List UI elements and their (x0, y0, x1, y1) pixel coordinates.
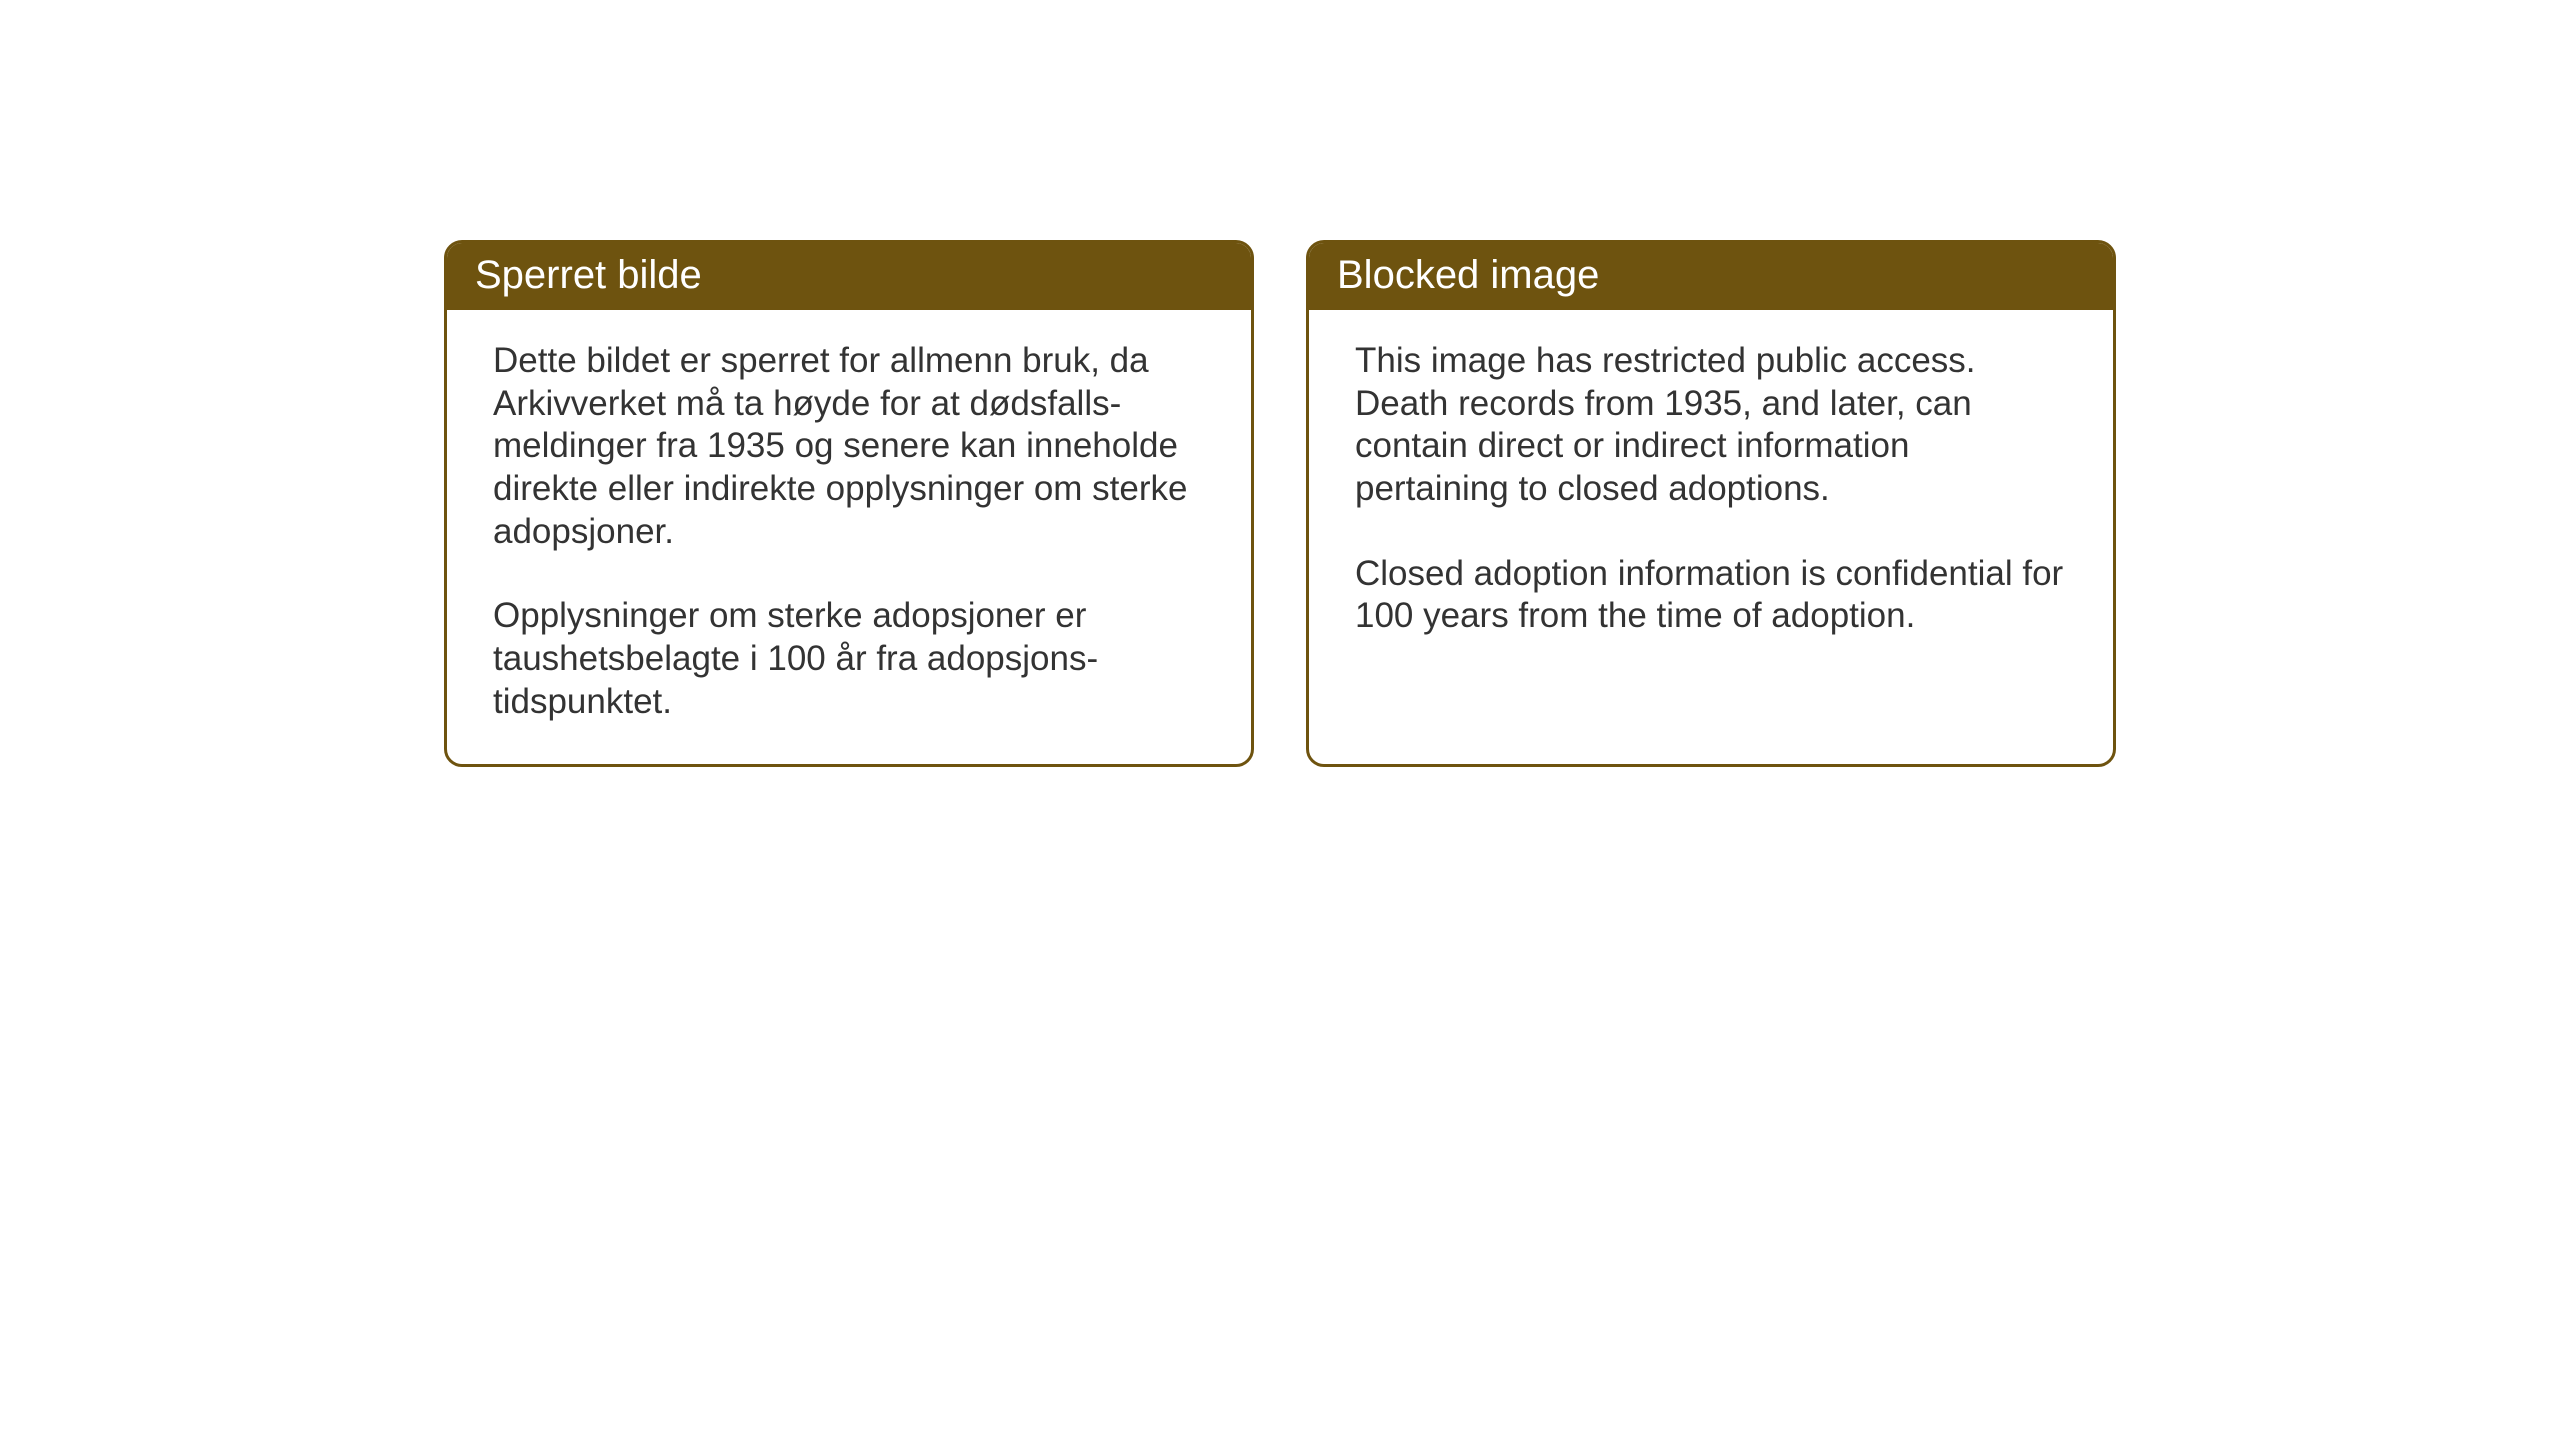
card-header-norwegian: Sperret bilde (447, 243, 1251, 310)
card-paragraph: Opplysninger om sterke adopsjoner er tau… (493, 595, 1205, 723)
info-cards-container: Sperret bilde Dette bildet er sperret fo… (444, 240, 2116, 767)
info-card-norwegian: Sperret bilde Dette bildet er sperret fo… (444, 240, 1254, 767)
card-title: Sperret bilde (475, 253, 702, 297)
card-title: Blocked image (1337, 253, 1599, 297)
card-paragraph: This image has restricted public access.… (1355, 340, 2067, 511)
info-card-english: Blocked image This image has restricted … (1306, 240, 2116, 767)
card-paragraph: Closed adoption information is confident… (1355, 553, 2067, 638)
card-paragraph: Dette bildet er sperret for allmenn bruk… (493, 340, 1205, 553)
card-body-english: This image has restricted public access.… (1309, 310, 2113, 740)
card-header-english: Blocked image (1309, 243, 2113, 310)
card-body-norwegian: Dette bildet er sperret for allmenn bruk… (447, 310, 1251, 764)
